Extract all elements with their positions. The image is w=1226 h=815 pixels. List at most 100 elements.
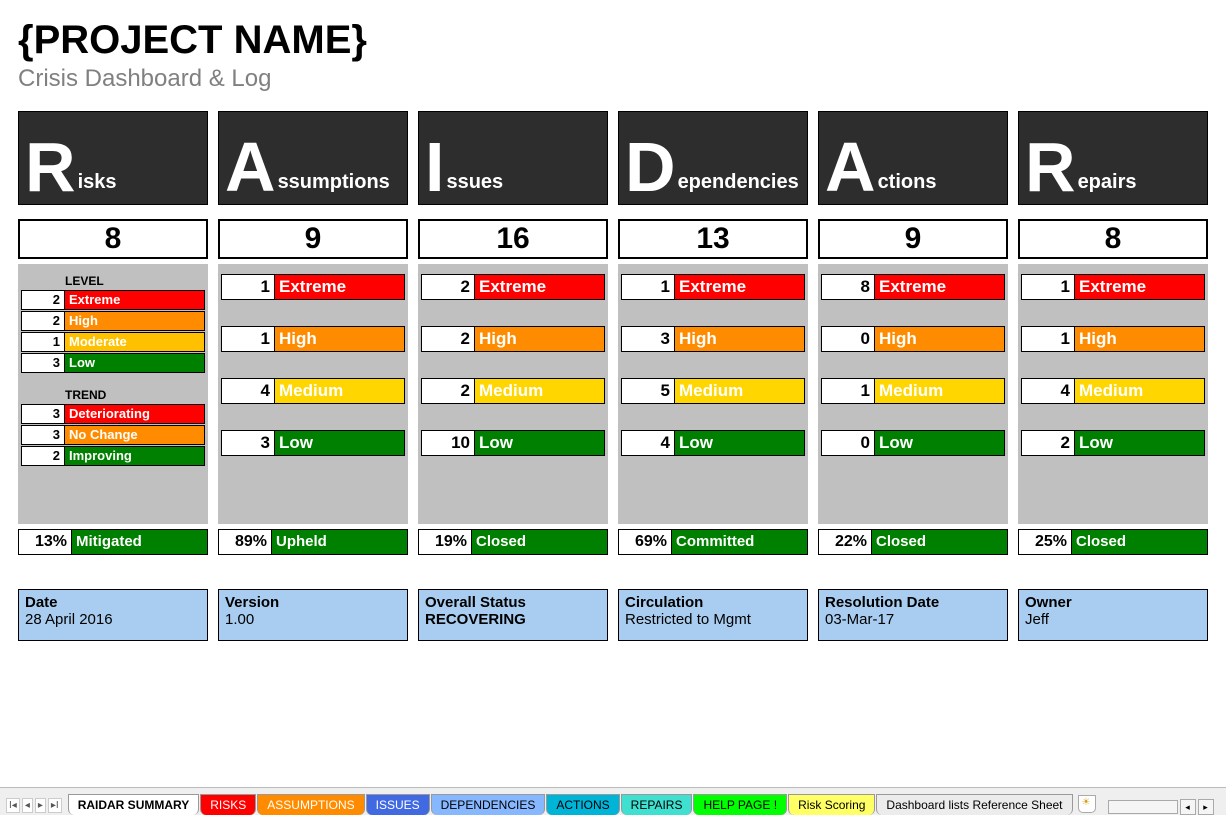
raidar-grid: Risks8LEVEL2Extreme2High1Moderate3LowTRE… bbox=[18, 111, 1208, 555]
column-total: 9 bbox=[218, 219, 408, 259]
header-letter: R bbox=[25, 139, 74, 196]
column-total: 13 bbox=[618, 219, 808, 259]
level-row: 3Low bbox=[221, 430, 405, 456]
sheet-tab[interactable]: DEPENDENCIES bbox=[431, 794, 546, 815]
trend-label: Improving bbox=[65, 446, 205, 466]
column-header: Repairs bbox=[1018, 111, 1208, 205]
level-row: 2High bbox=[21, 311, 205, 331]
page-subtitle: Crisis Dashboard & Log bbox=[18, 65, 1208, 93]
level-count: 2 bbox=[21, 311, 65, 331]
level-label: Medium bbox=[875, 378, 1005, 404]
sheet-tabs: RAIDAR SUMMARYRISKSASSUMPTIONSISSUESDEPE… bbox=[68, 794, 1074, 815]
meta-grid: Date28 April 2016 Version1.00 Overall Stat… bbox=[18, 589, 1208, 641]
meta-label: Resolution Date bbox=[825, 594, 1001, 611]
raidar-column: Repairs81Extreme1High4Medium2Low25%Close… bbox=[1018, 111, 1208, 555]
horizontal-scrollbar: ◂ ▸ bbox=[1108, 799, 1214, 815]
sheet-tab[interactable]: ACTIONS bbox=[546, 794, 619, 815]
column-header: Risks bbox=[18, 111, 208, 205]
meta-value: 28 April 2016 bbox=[25, 611, 201, 628]
level-count: 1 bbox=[221, 326, 275, 352]
level-count: 2 bbox=[1021, 430, 1075, 456]
column-total: 8 bbox=[18, 219, 208, 259]
insert-sheet-icon[interactable] bbox=[1078, 795, 1096, 813]
summary-percent: 25% bbox=[1018, 529, 1072, 555]
trend-count: 3 bbox=[21, 425, 65, 445]
level-row: 2High bbox=[421, 326, 605, 352]
level-label: Extreme bbox=[1075, 274, 1205, 300]
nav-first-icon[interactable]: I◂ bbox=[6, 798, 20, 813]
header-letter: A bbox=[825, 139, 874, 196]
level-label: Extreme bbox=[275, 274, 405, 300]
header-rest: epairs bbox=[1074, 171, 1137, 196]
raidar-column: Assumptions91Extreme1High4Medium3Low89%U… bbox=[218, 111, 408, 555]
level-label: High bbox=[675, 326, 805, 352]
level-row: 2Medium bbox=[421, 378, 605, 404]
summary-label: Closed bbox=[1072, 529, 1208, 555]
level-count: 3 bbox=[21, 353, 65, 373]
sheet-tab[interactable]: HELP PAGE ! bbox=[693, 794, 787, 815]
level-row: 1High bbox=[1021, 326, 1205, 352]
scroll-right-icon[interactable]: ▸ bbox=[1198, 799, 1214, 815]
meta-value: 03-Mar-17 bbox=[825, 611, 1001, 628]
sheet-tab[interactable]: ASSUMPTIONS bbox=[257, 794, 364, 815]
level-header: LEVEL bbox=[21, 274, 205, 290]
meta-label: Owner bbox=[1025, 594, 1201, 611]
column-body: LEVEL2Extreme2High1Moderate3LowTREND3Det… bbox=[18, 264, 208, 524]
level-count: 3 bbox=[621, 326, 675, 352]
level-label: High bbox=[275, 326, 405, 352]
level-count: 1 bbox=[1021, 274, 1075, 300]
level-label: Extreme bbox=[65, 290, 205, 310]
meta-box: Version1.00 bbox=[218, 589, 408, 641]
sheet-tab[interactable]: ISSUES bbox=[366, 794, 430, 815]
summary-label: Committed bbox=[672, 529, 808, 555]
column-header: Issues bbox=[418, 111, 608, 205]
sheet-nav-arrows: I◂ ◂ ▸ ▸I bbox=[4, 798, 68, 815]
level-count: 8 bbox=[821, 274, 875, 300]
summary-percent: 22% bbox=[818, 529, 872, 555]
header-rest: isks bbox=[74, 171, 117, 196]
sheet-tab[interactable]: Risk Scoring bbox=[788, 794, 875, 815]
header-rest: ctions bbox=[874, 171, 937, 196]
level-count: 1 bbox=[221, 274, 275, 300]
sheet-tab[interactable]: RISKS bbox=[200, 794, 256, 815]
level-count: 1 bbox=[1021, 326, 1075, 352]
level-row: 2Extreme bbox=[21, 290, 205, 310]
header-rest: ssumptions bbox=[274, 171, 390, 196]
level-label: High bbox=[65, 311, 205, 331]
level-label: Medium bbox=[675, 378, 805, 404]
scrollbar-track[interactable] bbox=[1108, 800, 1178, 814]
page-title: {PROJECT NAME} bbox=[18, 18, 1208, 63]
level-count: 1 bbox=[621, 274, 675, 300]
summary-row: 22%Closed bbox=[818, 529, 1008, 555]
sheet-tab[interactable]: Dashboard lists Reference Sheet bbox=[876, 794, 1072, 815]
summary-percent: 19% bbox=[418, 529, 472, 555]
level-row: 10Low bbox=[421, 430, 605, 456]
trend-header: TREND bbox=[21, 388, 205, 404]
level-row: 1Extreme bbox=[1021, 274, 1205, 300]
meta-label: Overall Status bbox=[425, 594, 601, 611]
nav-prev-icon[interactable]: ◂ bbox=[22, 798, 33, 813]
column-total: 8 bbox=[1018, 219, 1208, 259]
level-label: High bbox=[1075, 326, 1205, 352]
level-count: 5 bbox=[621, 378, 675, 404]
sheet-tab-strip: I◂ ◂ ▸ ▸I RAIDAR SUMMARYRISKSASSUMPTIONS… bbox=[0, 787, 1226, 815]
meta-label: Date bbox=[25, 594, 201, 611]
scroll-left-icon[interactable]: ◂ bbox=[1180, 799, 1196, 815]
level-row: 0High bbox=[821, 326, 1005, 352]
meta-label: Circulation bbox=[625, 594, 801, 611]
level-count: 2 bbox=[421, 274, 475, 300]
level-label: Medium bbox=[275, 378, 405, 404]
level-label: Medium bbox=[1075, 378, 1205, 404]
sheet-tab[interactable]: RAIDAR SUMMARY bbox=[68, 794, 200, 815]
meta-value: 1.00 bbox=[225, 611, 401, 628]
column-header: Actions bbox=[818, 111, 1008, 205]
trend-row: 2Improving bbox=[21, 446, 205, 466]
summary-percent: 69% bbox=[618, 529, 672, 555]
meta-box: CirculationRestricted to Mgmt bbox=[618, 589, 808, 641]
column-header: Assumptions bbox=[218, 111, 408, 205]
sheet-tab[interactable]: REPAIRS bbox=[621, 794, 693, 815]
level-label: High bbox=[475, 326, 605, 352]
level-label: Low bbox=[475, 430, 605, 456]
nav-last-icon[interactable]: ▸I bbox=[48, 798, 62, 813]
nav-next-icon[interactable]: ▸ bbox=[35, 798, 46, 813]
